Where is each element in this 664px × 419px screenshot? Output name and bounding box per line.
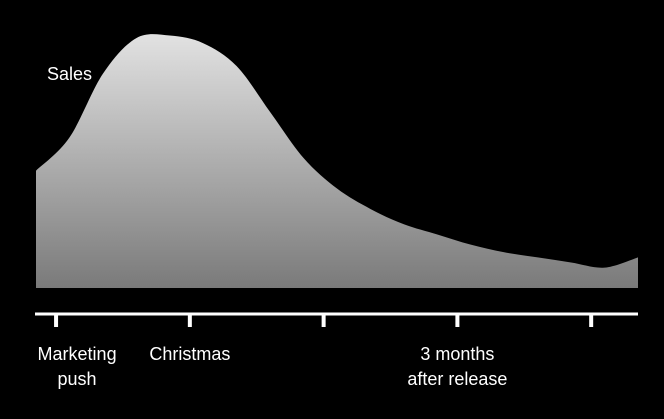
x-axis-tick-labels: Marketing push Christmas 3 months after rele… <box>38 344 508 389</box>
y-axis-label: Sales <box>47 64 92 84</box>
x-tick-label: 3 months after release <box>407 344 507 389</box>
sales-area <box>36 34 638 289</box>
x-axis-ticks <box>54 314 594 327</box>
x-tick-label: Christmas <box>149 344 230 364</box>
x-tick-label: Marketing push <box>38 344 117 389</box>
